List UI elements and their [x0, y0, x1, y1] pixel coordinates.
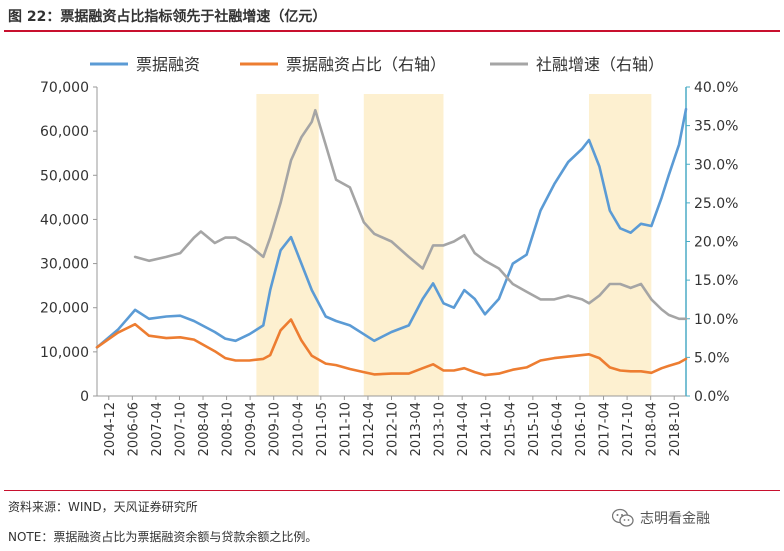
x-tick-label: 2018-10	[668, 402, 683, 456]
shaded-period-2	[363, 94, 444, 396]
x-tick-label: 2016-04	[550, 402, 565, 456]
left-tick-label: 0	[80, 389, 89, 405]
wechat-icon	[612, 508, 634, 527]
x-tick-label: 2015-10	[527, 402, 542, 456]
right-tick-label: 30.0%	[694, 157, 738, 173]
right-tick-label: 35.0%	[694, 119, 738, 135]
x-tick-label: 2017-04	[598, 402, 613, 456]
footer-divider	[4, 490, 780, 491]
left-tick-label: 30,000	[40, 257, 89, 273]
x-tick-label: 2017-10	[621, 402, 636, 456]
x-tick-label: 2018-04	[645, 402, 660, 456]
legend-label-3: 社融增速（右轴）	[536, 55, 664, 74]
x-tick-label: 2012-04	[362, 402, 377, 456]
x-tick-label: 2007-04	[150, 402, 165, 456]
line-chart: 0 10,000 20,000 30,000 40,000 50,000 60,000 70,…	[40, 55, 738, 456]
x-tick-label: 2013-04	[409, 402, 424, 456]
x-tick-label: 2007-10	[173, 402, 188, 456]
right-tick-label: 0.0%	[694, 389, 730, 405]
series-line-3	[133, 108, 688, 321]
left-tick-label: 50,000	[40, 168, 89, 184]
x-tick-label: 2006-06	[126, 402, 141, 456]
title-underline	[4, 30, 780, 32]
legend-label-1: 票据融资	[136, 55, 200, 74]
right-tick-label: 40.0%	[694, 80, 738, 96]
x-tick-label: 2010-04	[291, 402, 306, 456]
x-tick-label: 2014-04	[456, 402, 471, 456]
x-tick-label: 2011-05	[315, 402, 330, 456]
x-tick-label: 2012-10	[386, 402, 401, 456]
right-tick-label: 20.0%	[694, 235, 738, 251]
left-tick-label: 20,000	[40, 301, 89, 317]
note-text: NOTE：票据融资占比为票据融资余额与贷款余额之比例。	[8, 530, 318, 544]
x-tick-label: 2004-12	[103, 402, 118, 456]
x-tick-label: 2016-10	[574, 402, 589, 456]
series-line-1	[95, 107, 688, 349]
left-tick-label: 70,000	[40, 80, 89, 96]
x-tick-label: 2011-10	[338, 402, 353, 456]
left-tick-label: 60,000	[40, 124, 89, 140]
figure-title: 图 22：票据融资占比指标领先于社融增速（亿元）	[8, 9, 327, 25]
x-tick-label: 2008-10	[221, 402, 236, 456]
figure-title-bar: 图 22：票据融资占比指标领先于社融增速（亿元）	[0, 0, 784, 30]
legend-label-2: 票据融资占比（右轴）	[286, 55, 446, 74]
shaded-period-3	[588, 94, 652, 396]
right-tick-label: 10.0%	[694, 312, 738, 328]
x-tick-label: 2013-10	[433, 402, 448, 456]
right-tick-label: 25.0%	[694, 196, 738, 212]
right-tick-label: 15.0%	[694, 273, 738, 289]
watermark-text: 志明看金融	[640, 511, 710, 527]
x-tick-label: 2009-10	[268, 402, 283, 456]
series-line-2	[95, 318, 688, 377]
x-tick-label: 2014-10	[480, 402, 495, 456]
left-tick-label: 10,000	[40, 345, 89, 361]
watermark: 志明看金融	[612, 506, 710, 530]
x-tick-label: 2009-04	[244, 402, 259, 456]
right-tick-label: 5.0%	[694, 350, 730, 366]
x-tick-label: 2015-04	[503, 402, 518, 456]
left-tick-label: 40,000	[40, 212, 89, 228]
x-tick-label: 2008-04	[197, 402, 212, 456]
source-text: 资料来源：WIND，天风证券研究所	[8, 500, 198, 514]
